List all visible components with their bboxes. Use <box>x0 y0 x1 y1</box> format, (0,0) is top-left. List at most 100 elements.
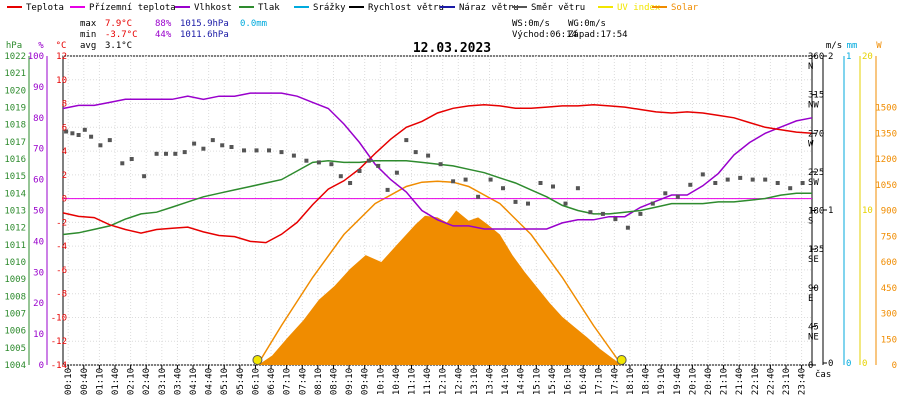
x-tick-label: 02:40 <box>142 368 152 395</box>
direction-cardinal-label: NE <box>808 332 819 342</box>
wind-direction-point <box>426 153 431 158</box>
legend-label: Přízemní teplota <box>89 3 176 13</box>
temp-tick-label: 0 <box>62 195 67 205</box>
stats-panel: max 7.9°C 88% 1015.9hPa 0.0mm min -3.7°C… <box>80 19 628 51</box>
pct-tick-label: 40 <box>33 237 44 247</box>
wind-direction-point <box>413 150 418 155</box>
wind-direction-point <box>201 146 206 151</box>
x-tick-label: 20:40 <box>704 368 714 395</box>
wind-direction-point <box>688 182 693 187</box>
wind-direction-point <box>164 151 168 156</box>
x-tick-label: 05:10 <box>220 368 230 395</box>
solar-max-line <box>256 180 623 366</box>
direction-cardinal-label: SE <box>808 255 819 265</box>
wind-direction-point <box>700 172 705 177</box>
wind-direction-point <box>738 175 743 180</box>
legend-label: Solar <box>671 3 699 13</box>
x-tick-label: 00:10 <box>64 368 74 395</box>
wind-direction-point <box>488 177 493 182</box>
hpa-tick-label: 1020 <box>4 86 26 96</box>
wind-direction-point <box>192 141 197 146</box>
wind-direction-point <box>725 177 730 182</box>
hpa-tick-label: 1019 <box>4 104 26 114</box>
wind-direction-point <box>70 131 75 136</box>
wind-direction-point <box>713 181 718 185</box>
temperature-line <box>62 103 813 244</box>
wind-direction-point <box>394 170 399 175</box>
x-tick-label: 05:40 <box>236 368 246 395</box>
wind-direction-point <box>279 150 284 155</box>
direction-cardinal-label: E <box>808 294 813 304</box>
wind-direction-point <box>291 153 296 158</box>
pct-tick-label: 20 <box>33 299 44 309</box>
axis-title-mm: mm <box>847 41 858 51</box>
sun-marker <box>616 355 627 365</box>
wind-direction-point <box>513 199 518 204</box>
wind-direction-point <box>376 163 381 168</box>
direction-tick-label: 135 <box>808 245 824 255</box>
chart-axes: hPa1022102110201019101810171016101510141… <box>4 41 897 395</box>
wind-direction-point <box>64 129 69 134</box>
hpa-tick-label: 1014 <box>4 189 26 199</box>
legend-label: Teplota <box>26 3 64 13</box>
legend-label: Srážky <box>313 3 346 13</box>
temp-tick-label: 4 <box>62 147 67 157</box>
temp-tick-label: 10 <box>56 76 67 86</box>
wind-direction-point <box>788 186 793 191</box>
direction-cardinal-label: SW <box>808 178 819 188</box>
wind-direction-point <box>625 225 630 230</box>
x-tick-label: 14:40 <box>517 368 527 395</box>
wind-direction-point <box>154 151 159 156</box>
x-tick-label: 04:40 <box>205 368 215 395</box>
wind-direction-point <box>89 134 94 139</box>
x-tick-label: 22:10 <box>751 368 761 395</box>
uv-tick-label: 10 <box>862 206 873 216</box>
stats-wind-speed: WS:0m/s <box>512 19 550 29</box>
x-tick-label: 06:10 <box>252 368 262 395</box>
temp-tick-label: 6 <box>62 123 67 133</box>
x-tick-label: 03:40 <box>173 368 183 395</box>
hpa-tick-label: 1006 <box>4 327 26 337</box>
stats-max-label: max <box>80 19 97 29</box>
hpa-tick-label: 1005 <box>4 344 26 354</box>
temp-tick-label: -10 <box>51 313 67 323</box>
direction-tick-label: 270 <box>808 129 824 139</box>
pressure-line <box>62 159 812 236</box>
temp-tick-label: 12 <box>56 52 67 62</box>
temp-tick-label: 8 <box>62 100 67 110</box>
wind-direction-point <box>588 210 593 215</box>
x-tick-label: 14:10 <box>501 368 511 395</box>
solar-tick-label: 600 <box>881 258 897 268</box>
legend-label: Vlhkost <box>194 3 232 13</box>
wind-direction-point <box>575 186 580 191</box>
stats-max-pressure: 1015.9hPa <box>180 19 229 29</box>
temp-tick-label: -14 <box>51 361 67 371</box>
x-tick-label: 01:10 <box>95 368 105 395</box>
wind-direction-point <box>98 143 103 148</box>
x-tick-label: 11:10 <box>408 368 418 395</box>
solar-tick-label: 1050 <box>875 181 897 191</box>
hpa-tick-label: 1018 <box>4 121 26 131</box>
stats-min-label: min <box>80 30 96 40</box>
axis-title-solar: W <box>876 41 882 51</box>
wind-direction-point <box>366 158 371 163</box>
ms-tick-label: 2 <box>828 52 833 62</box>
hpa-tick-label: 1011 <box>4 241 26 251</box>
wind-direction-point <box>267 148 271 153</box>
x-tick-label: 09:10 <box>345 368 355 395</box>
direction-tick-label: 0 <box>808 361 813 371</box>
pct-tick-label: 50 <box>33 207 44 217</box>
wind-direction-point <box>142 174 147 179</box>
hpa-tick-label: 1016 <box>4 155 26 165</box>
wind-direction-point <box>663 191 668 196</box>
hpa-tick-label: 1007 <box>4 310 26 320</box>
ms-tick-label: 0 <box>828 359 833 369</box>
solar-tick-label: 450 <box>881 284 897 294</box>
x-tick-label: 18:40 <box>642 368 652 395</box>
solar-tick-label: 150 <box>881 335 897 345</box>
wind-direction-point <box>338 174 343 179</box>
x-tick-label: 08:40 <box>330 368 340 395</box>
x-tick-label: 07:10 <box>283 368 293 395</box>
x-tick-label: 19:10 <box>657 368 667 395</box>
